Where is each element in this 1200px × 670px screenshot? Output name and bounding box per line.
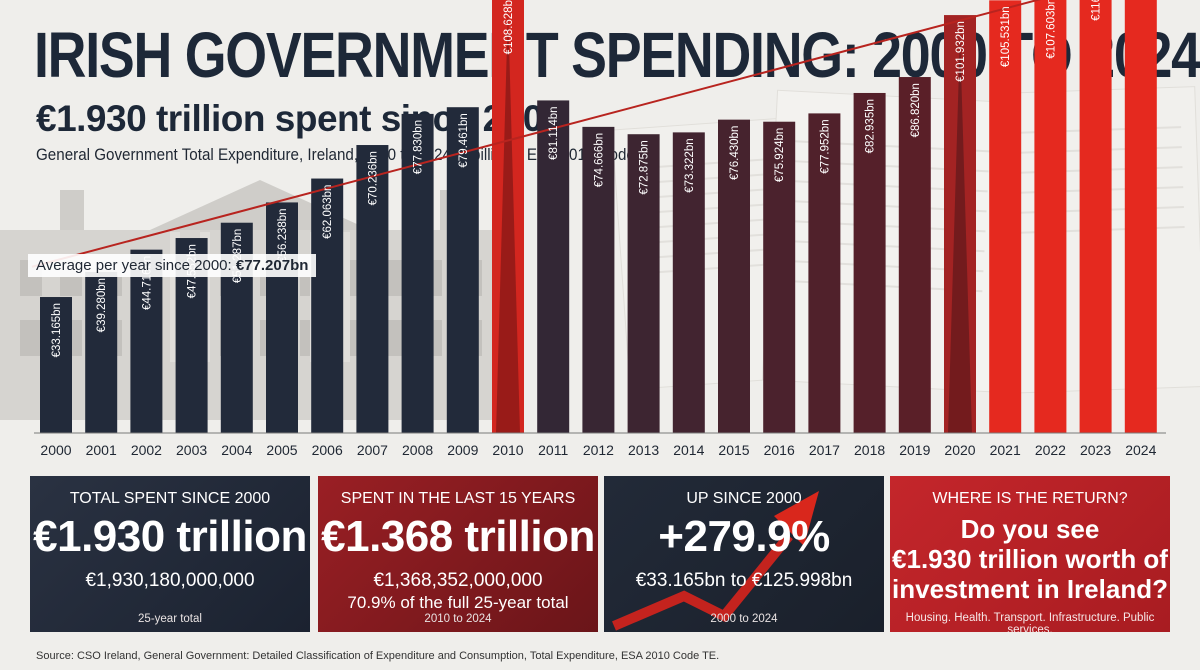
x-tick-2019: 2019 (899, 442, 930, 458)
growth-panel: UP SINCE 2000 +279.9% €33.165bn to €125.… (604, 476, 884, 632)
data-label-2020: €101.932bn (955, 21, 967, 82)
data-label-2001: €39.280bn (96, 278, 108, 332)
total-spent-panel: TOTAL SPENT SINCE 2000 €1.930 trillion €… (30, 476, 310, 632)
bar-2001 (85, 271, 118, 433)
x-tick-2021: 2021 (990, 442, 1021, 458)
data-label-2023: €116.622bn (1091, 0, 1103, 21)
x-tick-2007: 2007 (357, 442, 388, 458)
growth-value: +279.9% (658, 512, 830, 561)
data-label-2021: €105.531bn (1000, 6, 1012, 67)
bar-2021 (989, 0, 1022, 433)
data-label-2013: €72.875bn (639, 140, 651, 194)
bar-2013 (627, 134, 660, 433)
x-tick-2014: 2014 (673, 442, 704, 458)
bar-spike-2020 (948, 35, 972, 434)
total-spent-value: €1.930 trillion (33, 512, 307, 561)
bar-2023 (1079, 0, 1112, 434)
data-label-2011: €81.114bn (548, 106, 560, 160)
spending-bar-chart: €33.165bn€39.280bn€44.716bn€47.552bn€51.… (31, 0, 1166, 458)
bar-2009 (446, 107, 479, 433)
bar-2000 (40, 297, 72, 433)
data-label-2014: €73.322bn (684, 138, 696, 192)
data-label-2006: €62.063bn (322, 185, 334, 239)
return-question-panel: WHERE IS THE RETURN? Do you see €1.930 t… (890, 476, 1170, 632)
bar-2002 (130, 249, 163, 433)
total-spent-exact: €1,930,180,000,000 (85, 570, 255, 591)
data-label-2008: €77.830bn (413, 120, 425, 174)
x-tick-2016: 2016 (764, 442, 795, 458)
return-question-line-2: €1.930 trillion worth of (892, 544, 1168, 574)
x-tick-2012: 2012 (583, 442, 614, 458)
total-spent-note: 25-year total (138, 613, 202, 625)
growth-range: €33.165bn to €125.998bn (635, 570, 853, 591)
average-annotation: Average per year since 2000: €77.207bn (28, 254, 317, 277)
x-tick-2006: 2006 (312, 442, 343, 458)
x-tick-2008: 2008 (402, 442, 433, 458)
data-label-2016: €75.924bn (774, 128, 786, 182)
x-tick-2017: 2017 (809, 442, 840, 458)
data-label-2010: €108.628bn (503, 0, 515, 54)
bar-2024 (1124, 0, 1157, 433)
x-tick-2013: 2013 (628, 442, 659, 458)
x-tick-2020: 2020 (944, 442, 975, 458)
growth-heading: UP SINCE 2000 (686, 490, 802, 507)
growth-note: 2000 to 2024 (710, 613, 778, 625)
x-tick-2022: 2022 (1035, 442, 1066, 458)
last-15-years-exact: €1,368,352,000,000 (373, 570, 543, 591)
data-label-2015: €76.430bn (729, 126, 741, 180)
x-tick-2003: 2003 (176, 442, 207, 458)
bar-2011 (537, 100, 570, 433)
x-tick-2005: 2005 (266, 442, 297, 458)
bar-2019 (898, 77, 931, 434)
data-label-2005: €56.238bn (277, 208, 289, 262)
bar-2007 (356, 145, 389, 433)
return-heading: WHERE IS THE RETURN? (932, 490, 1128, 507)
data-label-2018: €82.935bn (865, 99, 877, 153)
x-tick-2000: 2000 (40, 442, 71, 458)
x-tick-2004: 2004 (221, 442, 252, 458)
return-question: Do you see €1.930 trillion worth of inve… (890, 514, 1170, 604)
return-question-line-1: Do you see (960, 514, 1100, 544)
bar-2014 (672, 132, 705, 433)
bar-2018 (853, 92, 886, 434)
x-tick-2009: 2009 (447, 442, 478, 458)
x-tick-2010: 2010 (492, 442, 523, 458)
bar-spike-2010 (496, 7, 520, 433)
bar-2017 (808, 113, 841, 434)
last-15-years-value: €1.368 trillion (321, 512, 595, 561)
average-label: Average per year since 2000: (36, 257, 232, 274)
rising-arrow-icon (612, 491, 819, 631)
x-tick-2002: 2002 (131, 442, 162, 458)
average-value: €77.207bn (235, 257, 309, 274)
data-label-2019: €86.820bn (910, 83, 922, 137)
data-label-2022: €107.603bn (1045, 0, 1057, 59)
bar-2005 (266, 202, 298, 433)
trend-line (31, 0, 1042, 268)
x-tick-2023: 2023 (1080, 442, 1111, 458)
data-label-2009: €79.461bn (458, 113, 470, 167)
source-note: Source: CSO Ireland, General Government:… (36, 650, 720, 662)
last-15-years-note: 2010 to 2024 (424, 613, 492, 625)
last-15-years-share: 70.9% of the full 25-year total (347, 593, 569, 612)
total-spent-heading: TOTAL SPENT SINCE 2000 (69, 490, 271, 507)
x-tick-2018: 2018 (854, 442, 885, 458)
data-label-2007: €70.236bn (367, 151, 379, 205)
bar-2016 (763, 121, 796, 433)
data-label-2017: €77.952bn (819, 119, 831, 173)
bar-2015 (718, 119, 750, 434)
return-areas-note: Housing. Health. Transport. Infrastructu… (905, 612, 1155, 632)
data-label-2012: €74.666bn (593, 133, 605, 187)
last-15-years-heading: SPENT IN THE LAST 15 YEARS (340, 490, 576, 507)
x-tick-2015: 2015 (718, 442, 749, 458)
bar-2012 (582, 126, 615, 434)
return-question-line-3: investment in Ireland? (892, 574, 1168, 604)
x-tick-2024: 2024 (1125, 442, 1156, 458)
data-label-2000: €33.165bn (51, 303, 63, 357)
bar-2022 (1034, 0, 1067, 434)
x-tick-2011: 2011 (538, 442, 568, 458)
bar-2006 (311, 178, 344, 433)
last-15-years-panel: SPENT IN THE LAST 15 YEARS €1.368 trilli… (318, 476, 598, 632)
x-tick-2001: 2001 (86, 442, 117, 458)
